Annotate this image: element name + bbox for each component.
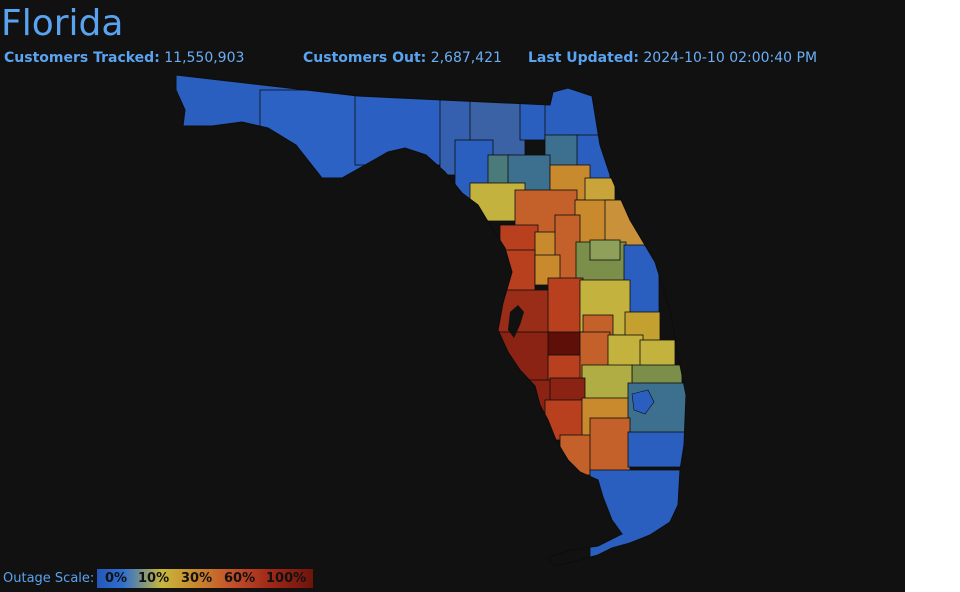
county-region <box>607 334 644 371</box>
county-region <box>549 377 586 404</box>
legend-tick: 10% <box>138 571 170 586</box>
stat-value: 2024-10-10 02:00:40 PM <box>643 50 818 66</box>
stats-row: Customers Tracked: 11,550,903 Customers … <box>0 50 900 70</box>
county-region <box>589 417 631 474</box>
stat-customers-tracked: Customers Tracked: 11,550,903 <box>4 50 244 66</box>
page-title: Florida <box>1 3 124 44</box>
tampa-bay-water <box>508 305 524 338</box>
county-region <box>589 469 686 566</box>
state-outline <box>175 74 687 567</box>
right-margin-panel <box>905 0 960 592</box>
county-region <box>544 399 586 441</box>
florida-outage-map <box>175 74 687 567</box>
county-region <box>627 431 686 468</box>
stat-label: Last Updated: <box>528 50 639 66</box>
legend-tick: 0% <box>105 571 128 586</box>
county-region <box>574 199 611 246</box>
county-region <box>547 354 584 381</box>
county-region <box>547 331 584 358</box>
county-region <box>494 249 536 296</box>
legend-label: Outage Scale: <box>3 571 95 586</box>
legend-gradient-bar: 0% 10% 30% 60% 100% <box>97 569 313 588</box>
stat-value: 11,550,903 <box>164 50 245 66</box>
legend-tick: 60% <box>224 571 256 586</box>
stat-customers-out: Customers Out: 2,687,421 <box>303 50 502 66</box>
lake-okeechobee <box>631 389 655 415</box>
stat-label: Customers Out: <box>303 50 427 66</box>
legend-tick: 100% <box>266 571 307 586</box>
stat-label: Customers Tracked: <box>4 50 160 66</box>
county-region <box>547 277 584 334</box>
county-region <box>259 89 371 181</box>
county-region <box>589 239 621 261</box>
county-region <box>544 84 606 141</box>
legend-tick: 30% <box>181 571 213 586</box>
stat-last-updated: Last Updated: 2024-10-10 02:00:40 PM <box>528 50 817 66</box>
county-region <box>581 364 633 401</box>
stat-value: 2,687,421 <box>430 50 502 66</box>
county-region <box>487 154 511 186</box>
page-background <box>0 0 905 592</box>
